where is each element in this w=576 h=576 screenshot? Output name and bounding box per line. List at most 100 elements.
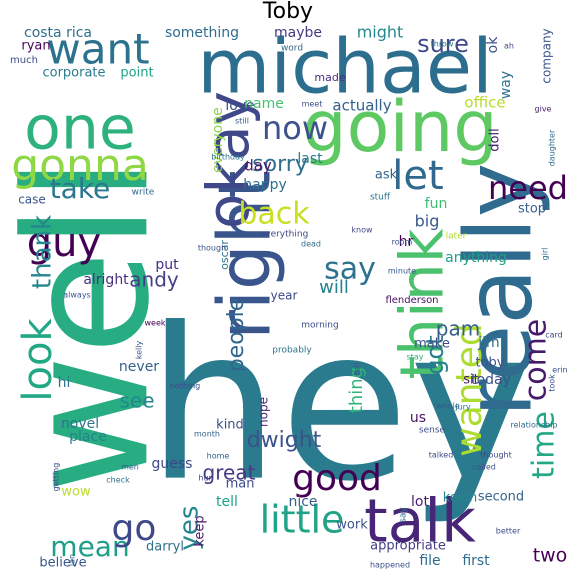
cloud-word: erin <box>552 366 568 375</box>
cloud-word: last <box>297 151 323 167</box>
cloud-word: case <box>18 193 46 207</box>
cloud-word: daughter <box>548 129 557 166</box>
cloud-word: fun <box>425 196 448 212</box>
cloud-word: getting <box>52 463 61 492</box>
cloud-word: home <box>207 452 230 461</box>
cloud-word: big <box>415 212 440 231</box>
cloud-word: always <box>63 291 90 300</box>
cloud-word: will <box>319 277 349 298</box>
cloud-word: corporate <box>42 66 105 81</box>
cloud-word: right <box>203 170 287 339</box>
cloud-word: mean <box>50 530 129 563</box>
cloud-word: took <box>548 374 557 392</box>
cloud-word: write <box>132 188 155 198</box>
cloud-word: people <box>224 298 249 373</box>
cloud-word: little <box>260 498 345 542</box>
cloud-word: keep <box>193 515 208 546</box>
cloud-word: room <box>392 238 413 247</box>
cloud-word: okay <box>194 91 262 229</box>
cloud-word: make <box>414 337 450 352</box>
cloud-word: alright <box>83 272 129 288</box>
cloud-word: great <box>203 461 256 485</box>
cloud-word: kind <box>216 418 244 433</box>
cloud-word: put <box>155 257 179 273</box>
cloud-word: place <box>69 429 107 445</box>
cloud-word: us <box>410 410 426 426</box>
cloud-word: maybe <box>274 25 322 41</box>
cloud-word: office <box>464 94 505 112</box>
cloud-word: actually <box>332 97 391 115</box>
cloud-word: look <box>15 318 61 402</box>
cloud-word: one <box>24 94 136 164</box>
cloud-word: let <box>392 153 443 199</box>
cloud-word: meet <box>302 100 323 109</box>
cloud-word: time <box>527 411 562 479</box>
cloud-word: everything <box>260 230 309 240</box>
cloud-word: sense <box>419 426 446 436</box>
cloud-word: got <box>421 335 449 374</box>
cloud-word: give <box>535 105 552 114</box>
cloud-word: wanted <box>449 323 490 456</box>
cloud-word: whole <box>436 402 460 411</box>
cloud-word: sure <box>417 30 469 58</box>
cloud-word: talked <box>429 451 454 460</box>
cloud-word: take <box>50 172 111 205</box>
cloud-word: minute <box>388 267 416 276</box>
cloud-word: well <box>0 156 187 494</box>
cloud-word: man <box>226 477 255 492</box>
cloud-word: see <box>119 389 154 413</box>
cloud-word: though <box>198 244 226 253</box>
cloud-word: guy <box>27 220 101 266</box>
cloud-word: good <box>292 458 382 499</box>
cloud-word: name <box>244 96 284 112</box>
cloud-word: never <box>119 359 159 375</box>
cloud-word: really <box>445 163 552 417</box>
cloud-word: want <box>46 25 149 74</box>
cloud-word: yes <box>175 506 205 551</box>
cloud-word: doll <box>488 128 503 151</box>
cloud-word: guess <box>152 456 193 472</box>
cloud-word: men <box>121 463 139 472</box>
cloud-word: say <box>324 252 376 287</box>
cloud-word: wow <box>61 485 91 500</box>
chart-title: Toby <box>262 0 313 24</box>
cloud-word: way <box>498 71 514 99</box>
cloud-word: gonna <box>11 140 149 191</box>
cloud-word: day <box>244 157 272 175</box>
cloud-word: jan <box>68 554 77 567</box>
cloud-word: ok <box>485 36 501 54</box>
cloud-word: dead <box>301 240 321 249</box>
cloud-word: two <box>533 545 568 567</box>
cloud-word: need <box>488 169 568 207</box>
word-layer: heywellmichaelgoingreallyrightokaythinkt… <box>0 23 568 571</box>
cloud-word: love <box>225 98 254 114</box>
cloud-word: throw <box>431 40 454 49</box>
cloud-word: ah <box>504 42 514 51</box>
cloud-word: kelly <box>135 341 144 360</box>
cloud-word: second <box>478 490 524 505</box>
cloud-word: still <box>235 117 249 126</box>
cloud-word: stay <box>407 353 424 362</box>
cloud-word: stuff <box>370 193 391 203</box>
cloud-word: year <box>271 289 298 303</box>
cloud-word: made <box>314 71 345 84</box>
cloud-word: card <box>545 331 563 340</box>
cloud-word: nice <box>288 494 317 510</box>
cloud-word: first <box>462 553 490 569</box>
cloud-word: file <box>419 553 440 569</box>
cloud-word: lot <box>411 494 429 510</box>
cloud-word: thought <box>480 451 511 460</box>
cloud-word: know <box>351 226 373 235</box>
cloud-word: happened <box>370 561 410 570</box>
cloud-word: nothing <box>170 382 201 391</box>
cloud-word: michael <box>197 23 493 111</box>
cloud-word: say <box>399 507 409 523</box>
cloud-word: talk <box>364 487 476 557</box>
cloud-word: pam <box>436 317 480 341</box>
cloud-word: birthday <box>211 153 245 162</box>
cloud-word: ask <box>375 168 398 183</box>
cloud-word: andy <box>129 268 179 292</box>
cloud-word: stop <box>518 202 546 217</box>
cloud-word: much <box>10 55 38 66</box>
cloud-word: tell <box>216 494 238 510</box>
